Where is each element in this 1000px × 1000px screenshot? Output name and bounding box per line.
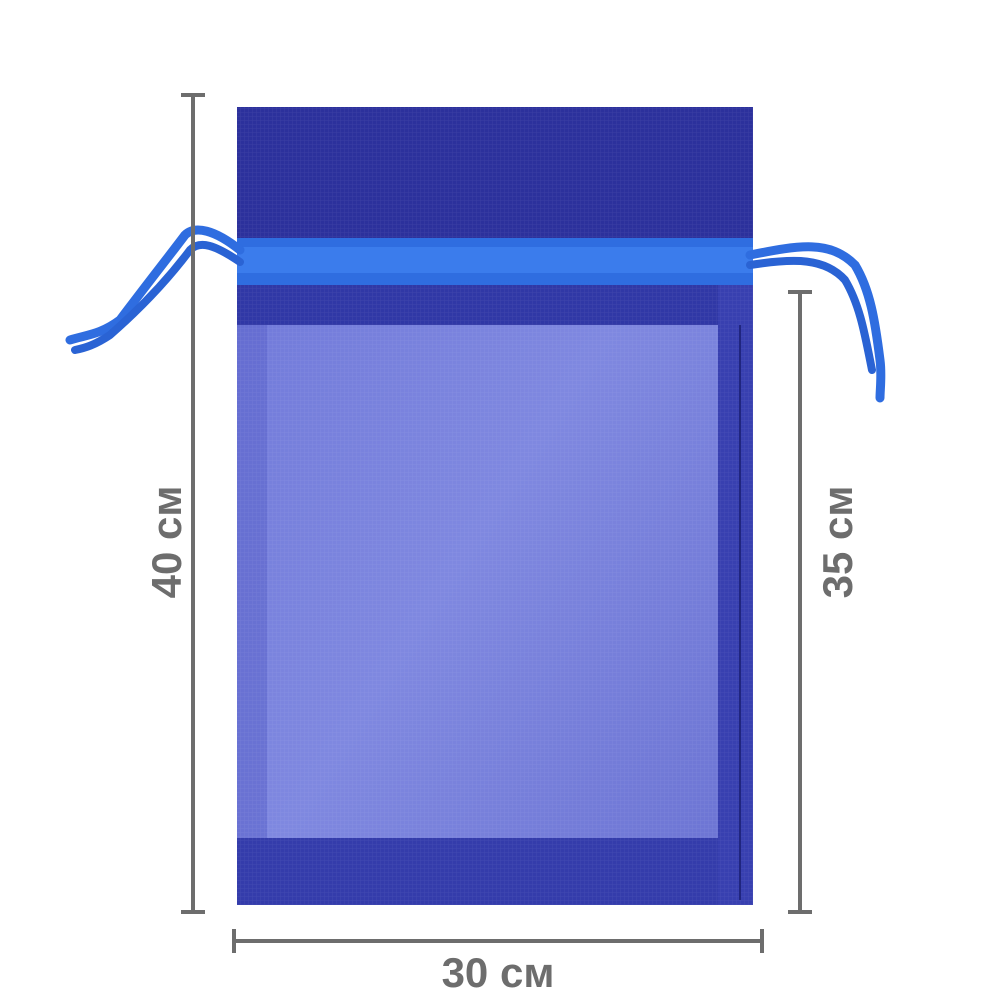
- dimension-height-total: [181, 93, 205, 914]
- width-label: 30 см: [442, 949, 555, 996]
- dimension-width: [232, 929, 764, 953]
- body-height-label: 35 см: [814, 486, 861, 599]
- drawstring-ribbon: [65, 225, 886, 403]
- dimension-height-body: [788, 290, 812, 914]
- total-height-label: 40 см: [143, 486, 190, 599]
- bag: [237, 107, 753, 905]
